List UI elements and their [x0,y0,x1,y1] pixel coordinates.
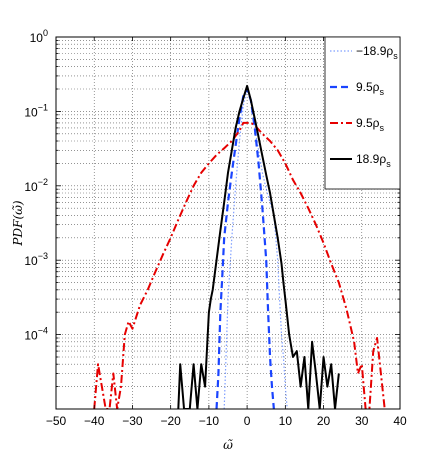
y-tick-label: 10−1 [24,102,48,119]
legend-entry: 9.5ρs [356,116,385,133]
series-layer [93,84,386,409]
legend: −18.9ρs 9.5ρs 9.5ρs 18.9ρs [324,36,401,190]
x-tick-label: 20 [317,414,331,428]
x-tick-label: −50 [46,414,67,428]
legend-entry: −18.9ρs [356,44,398,61]
x-tick-label: 40 [393,414,407,428]
plot-frame [55,36,401,410]
legend-entry: 9.5ρs [356,80,385,97]
series-line-2 [215,87,275,409]
x-tick-label: −30 [122,414,143,428]
y-tick-label: 10−4 [24,326,48,343]
x-tick-label: −40 [84,414,105,428]
x-tick-label: 10 [279,414,293,428]
x-tick-label: −10 [199,414,220,428]
x-tick-label: 30 [355,414,369,428]
series-line-4 [177,84,340,409]
x-tick-label: −20 [160,414,181,428]
y-tick-label: 10−2 [24,177,48,194]
x-tick-label: 0 [244,414,251,428]
series-line-3 [93,121,386,409]
y-tick-label: 10−3 [24,251,48,268]
legend-entry: 18.9ρs [356,152,391,169]
x-tick-labels: −50 −40 −30 −20 −10 0 10 20 30 40 [46,414,407,428]
x-axis-label: ω̃ [223,438,233,452]
y-tick-label: 100 [30,28,48,45]
y-axis-label: PDF(ω̃) [11,200,25,246]
y-tick-labels: 100 10−1 10−2 10−3 10−4 [24,28,48,343]
series-line-1 [223,88,288,409]
legend-box [324,36,401,190]
